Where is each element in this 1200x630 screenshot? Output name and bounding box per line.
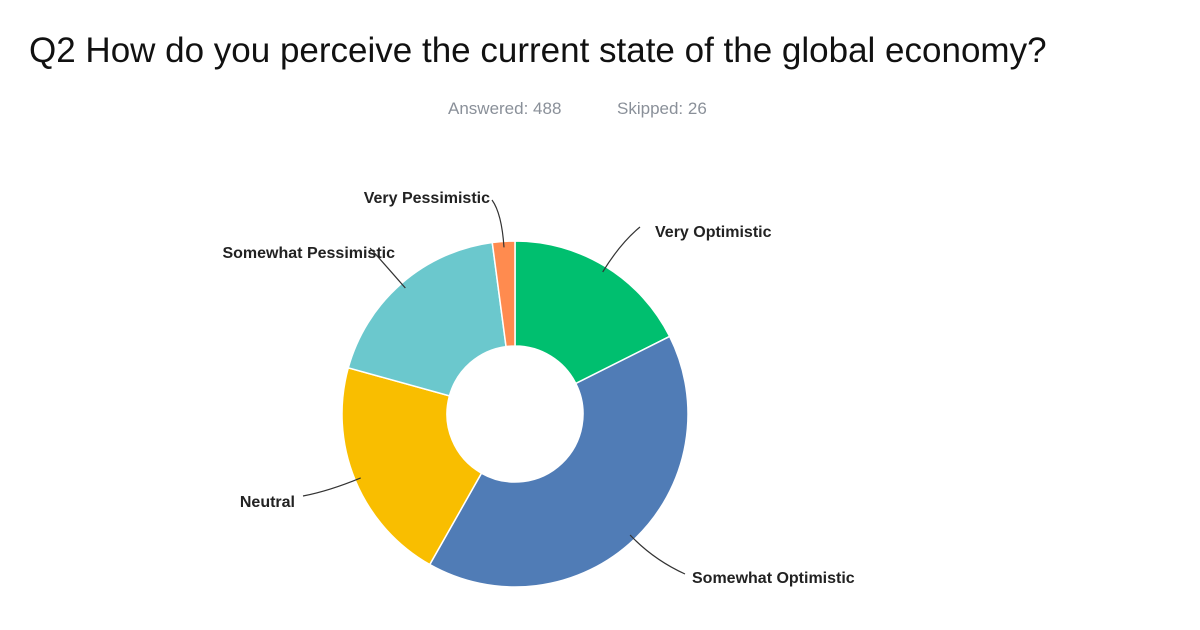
slice-label: Very Optimistic (655, 224, 772, 241)
leader-line (491, 199, 505, 248)
slice-label: Neutral (240, 494, 295, 511)
slice (514, 240, 671, 385)
slice (428, 335, 689, 588)
slice (491, 240, 516, 348)
slice-label: Somewhat Optimistic (692, 570, 855, 587)
slice (347, 241, 507, 397)
leader-line (369, 247, 406, 289)
answered: Answered: 488 (448, 99, 561, 118)
skipped: Skipped: 26 (617, 99, 707, 118)
leader-line (629, 534, 686, 575)
slice-label: Somewhat Pessimistic (222, 245, 395, 262)
leader-line (602, 226, 641, 273)
chart-title: Q2 How do you perceive the current state… (29, 31, 1047, 70)
slice (341, 366, 483, 566)
leader-line (302, 477, 361, 497)
slice-label: Very Pessimistic (364, 190, 490, 207)
